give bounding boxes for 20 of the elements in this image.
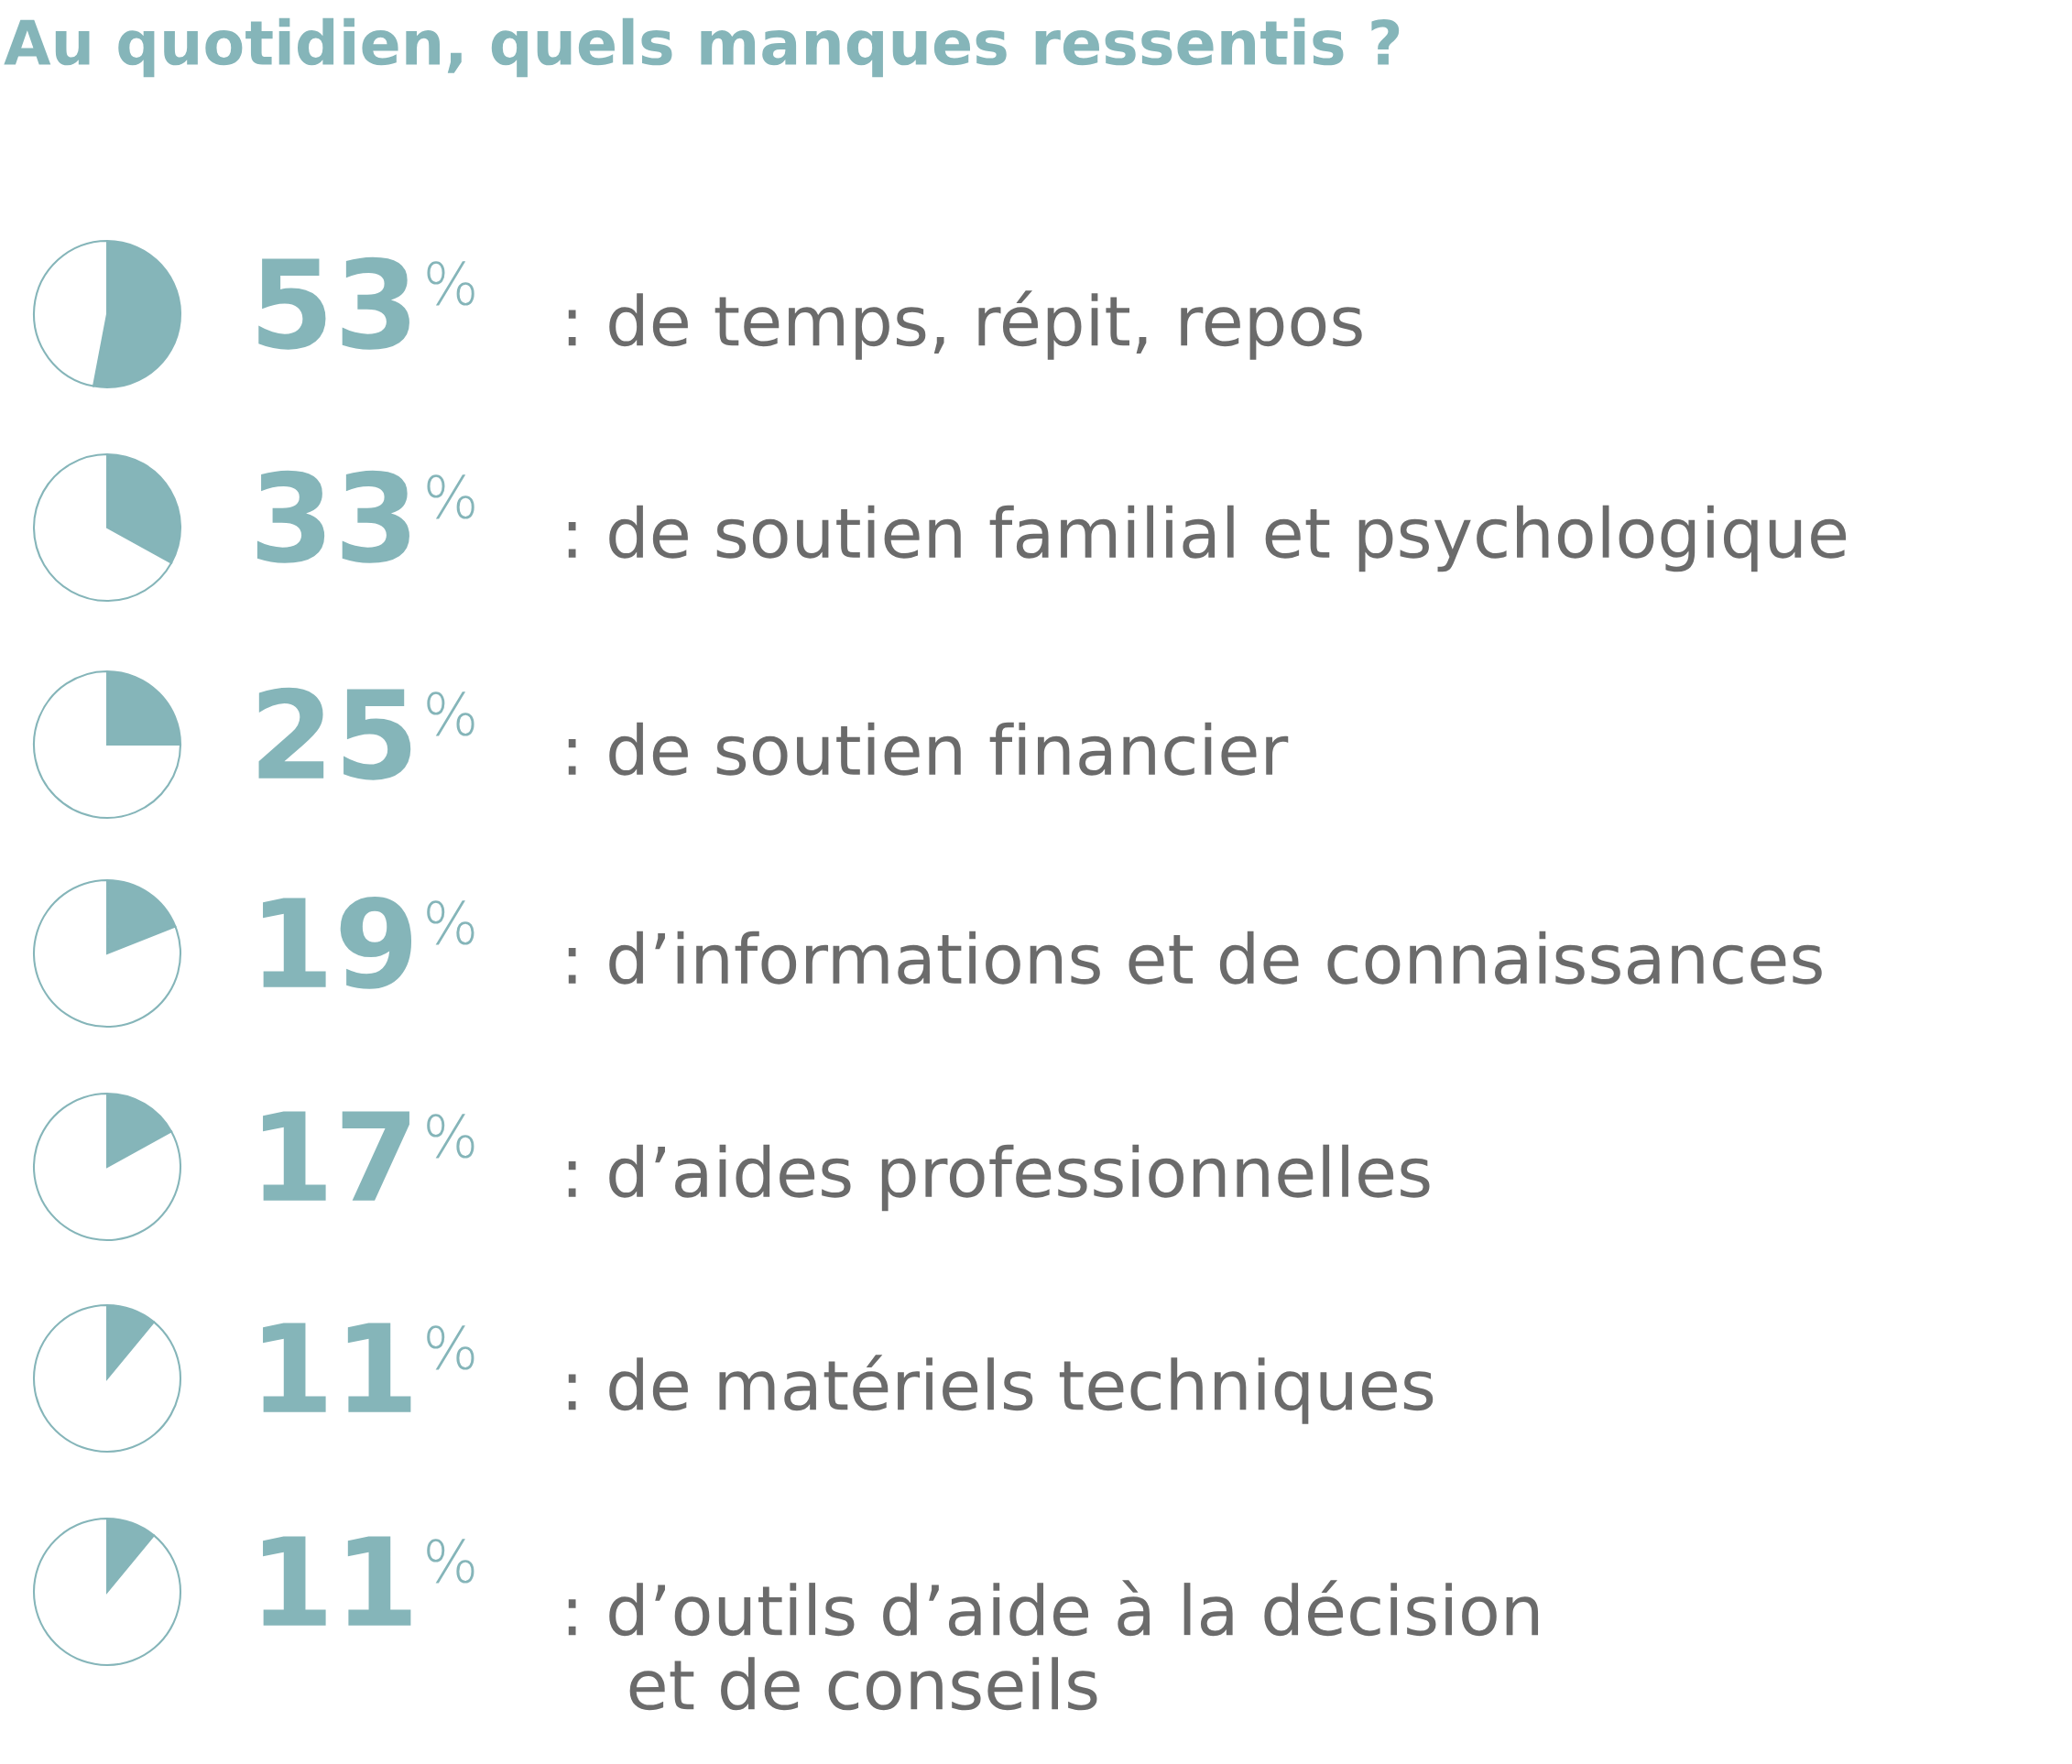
data-label: 11% — [263, 1323, 474, 1412]
data-label: 53% — [258, 256, 474, 350]
text: : de soutien familial et psychologique — [568, 505, 1847, 572]
data-label: 11% — [263, 1536, 474, 1626]
data-label: 19% — [263, 896, 474, 989]
text: Au quotidien, quels manques ressentis ? — [4, 17, 1400, 78]
data-label: 25% — [258, 687, 474, 780]
text: : de soutien financier — [568, 722, 1289, 776]
text: : d’aides professionnelles — [568, 1144, 1430, 1212]
pie-slice — [32, 878, 182, 1029]
text: : de matériels techniques — [568, 1355, 1434, 1424]
text: : d’outils d’aide à la décision et de conseils — [568, 1580, 1539, 1711]
pie-slice — [32, 670, 182, 820]
text: : d’informations et de connaissances — [568, 931, 1822, 985]
pie-slice — [32, 1517, 182, 1667]
text: : de temps, répit, repos — [568, 290, 1362, 360]
pie-slice — [32, 1303, 182, 1454]
pie-slice — [32, 1092, 182, 1242]
data-label: 17% — [263, 1111, 474, 1201]
data-label: 33% — [256, 470, 474, 563]
